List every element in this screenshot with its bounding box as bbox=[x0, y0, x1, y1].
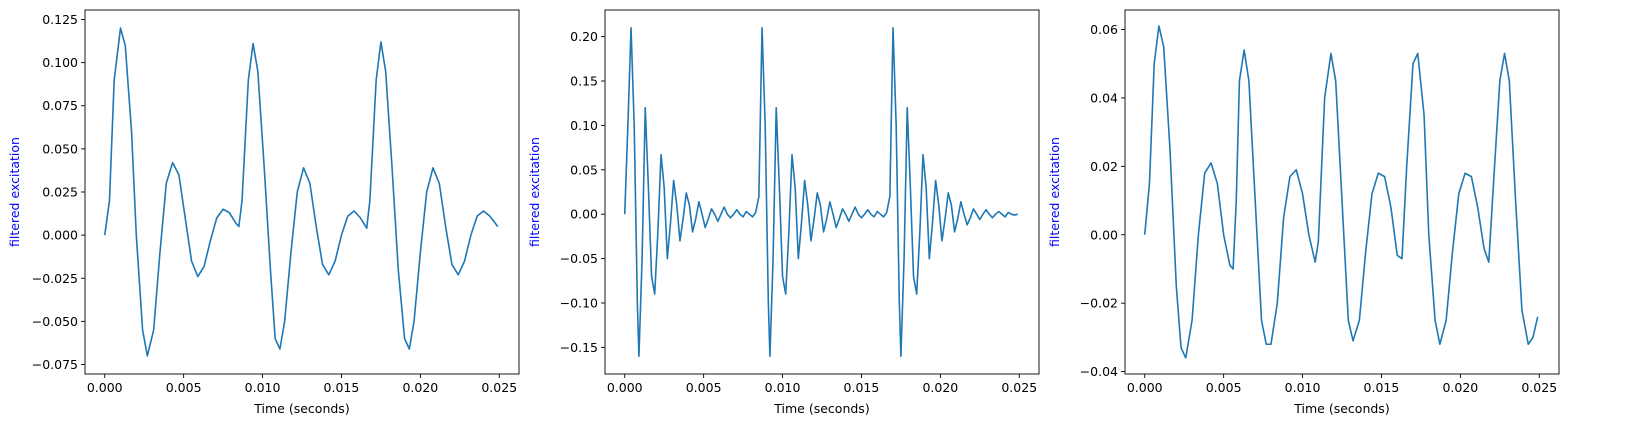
x-tick-label: 0.010 bbox=[1285, 380, 1321, 395]
y-tick-label: 0.00 bbox=[1090, 227, 1118, 242]
x-tick-label: 0.020 bbox=[1442, 380, 1478, 395]
x-axis-label: Time (seconds) bbox=[773, 401, 869, 416]
axes-frame bbox=[604, 9, 1040, 375]
y-tick-label: 0.04 bbox=[1090, 90, 1118, 105]
y-tick-label: −0.075 bbox=[32, 357, 78, 372]
subplot-1: 0.000 0.005 0.010 0.015 0.020 0.025 −0.075 −0.0… bbox=[7, 9, 520, 416]
subplot-3: 0.000 0.005 0.010 0.015 0.020 0.025 −0.04 −0.02… bbox=[1047, 9, 1560, 416]
x-tick-label: 0.010 bbox=[765, 380, 801, 395]
y-tick-label: −0.050 bbox=[32, 314, 78, 329]
y-tick-label: 0.10 bbox=[570, 118, 598, 133]
y-axis-label: filtered excitation bbox=[1047, 137, 1062, 247]
x-tick-label: 0.000 bbox=[87, 380, 123, 395]
x-tick-label: 0.005 bbox=[1206, 380, 1242, 395]
y-tick-label: 0.05 bbox=[570, 162, 598, 177]
y-tick-label: 0.20 bbox=[570, 29, 598, 44]
x-tick-label: 0.025 bbox=[1521, 380, 1557, 395]
subplot-2: 0.000 0.005 0.010 0.015 0.020 0.025 −0.15 −0.10… bbox=[527, 9, 1040, 416]
x-tick-label: 0.010 bbox=[245, 380, 281, 395]
x-tick-label: 0.015 bbox=[324, 380, 360, 395]
x-tick-label: 0.020 bbox=[402, 380, 438, 395]
y-tick-label: 0.000 bbox=[42, 228, 78, 243]
x-tick-label: 0.005 bbox=[686, 380, 722, 395]
axes-frame bbox=[1124, 9, 1560, 375]
y-tick-label: −0.025 bbox=[32, 271, 78, 286]
x-tick-label: 0.015 bbox=[844, 380, 880, 395]
y-tick-label: −0.10 bbox=[560, 295, 598, 310]
y-axis-label: filtered excitation bbox=[7, 137, 22, 247]
axes-frame bbox=[84, 9, 520, 375]
x-tick-label: 0.020 bbox=[922, 380, 958, 395]
series-line bbox=[623, 26, 1018, 358]
x-tick-label: 0.000 bbox=[607, 380, 643, 395]
y-tick-label: 0.00 bbox=[570, 207, 598, 222]
y-axis-label: filtered excitation bbox=[527, 137, 542, 247]
y-tick-label: 0.100 bbox=[42, 55, 78, 70]
series-line bbox=[103, 27, 499, 357]
y-tick-label: 0.02 bbox=[1090, 159, 1118, 174]
y-tick-label: 0.125 bbox=[42, 12, 78, 27]
x-tick-label: 0.025 bbox=[1001, 380, 1037, 395]
y-tick-label: 0.050 bbox=[42, 141, 78, 156]
x-tick-label: 0.000 bbox=[1127, 380, 1163, 395]
x-tick-label: 0.025 bbox=[481, 380, 517, 395]
y-tick-label: −0.02 bbox=[1080, 296, 1118, 311]
x-tick-label: 0.015 bbox=[1364, 380, 1400, 395]
y-tick-label: −0.15 bbox=[560, 340, 598, 355]
y-tick-label: 0.15 bbox=[570, 74, 598, 89]
x-axis-label: Time (seconds) bbox=[1293, 401, 1389, 416]
y-tick-label: 0.075 bbox=[42, 98, 78, 113]
series-line bbox=[1143, 25, 1539, 359]
y-tick-label: −0.04 bbox=[1080, 364, 1118, 379]
x-tick-label: 0.005 bbox=[166, 380, 202, 395]
y-tick-label: 0.06 bbox=[1090, 22, 1118, 37]
x-axis-label: Time (seconds) bbox=[253, 401, 349, 416]
y-tick-label: −0.05 bbox=[560, 251, 598, 266]
y-tick-label: 0.025 bbox=[42, 185, 78, 200]
